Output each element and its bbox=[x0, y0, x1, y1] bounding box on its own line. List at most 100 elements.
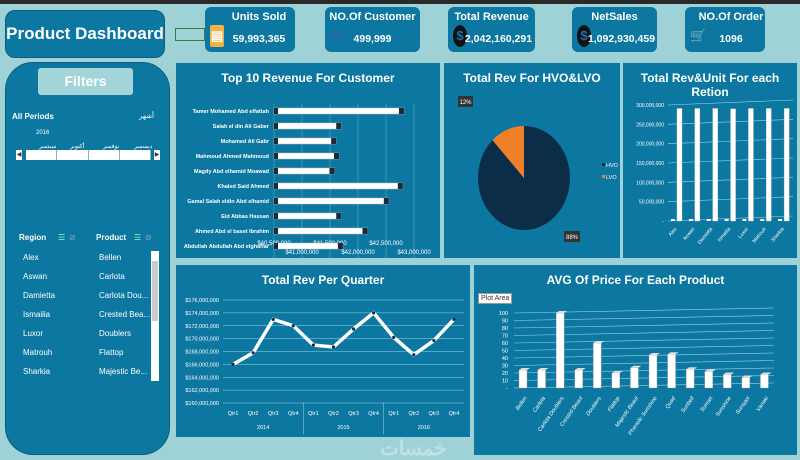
kpi-total-revenue: $ Total Revenue 2,042,160,291 bbox=[448, 7, 535, 52]
region-rev-unit-chart: Total Rev&Unit For each Retion - 50,000,0… bbox=[623, 63, 797, 258]
region-slicer-item[interactable]: Matrouh bbox=[23, 348, 53, 357]
product-slicer-item[interactable]: Carlota Dou... bbox=[99, 291, 149, 300]
timeline-month: أكتوبر bbox=[70, 144, 85, 150]
kpi-label: NetSales bbox=[591, 11, 638, 23]
data-point bbox=[432, 338, 436, 343]
bar-cap bbox=[274, 153, 278, 159]
region-slicer-item[interactable]: Damietta bbox=[23, 291, 56, 300]
gridline bbox=[513, 337, 775, 344]
timeline-scroll-right[interactable]: ▶ bbox=[154, 150, 160, 160]
chart-title: Top 10 Revenue For Customer bbox=[221, 71, 395, 85]
region-slicer-item[interactable]: Sharkia bbox=[23, 367, 51, 376]
gridline bbox=[513, 322, 775, 329]
bar bbox=[704, 371, 713, 389]
region-slicer-item[interactable]: Aswan bbox=[23, 272, 48, 281]
kpi-units-sold: ▤ Units Sold 59,993,365 bbox=[205, 7, 295, 52]
gridline bbox=[513, 307, 775, 314]
product-slicer-item[interactable]: Flattop bbox=[99, 348, 124, 357]
product-slicer-item[interactable]: Majestic Be... bbox=[99, 367, 148, 376]
bar-unit bbox=[724, 219, 729, 221]
region-slicer-item[interactable]: Ismailia bbox=[23, 310, 51, 319]
y-tick-label: $160,000,000 bbox=[185, 401, 219, 407]
bar bbox=[273, 197, 390, 205]
y-tick-label: $164,000,000 bbox=[185, 375, 219, 381]
bar-top bbox=[723, 372, 735, 375]
x-category-label: Sunbell bbox=[680, 395, 696, 414]
bar bbox=[611, 372, 621, 389]
x-tick-label: $43,000,000 bbox=[397, 250, 431, 256]
timeline-month: سبتمبر bbox=[39, 144, 57, 150]
bar bbox=[273, 242, 344, 250]
bar-top bbox=[686, 367, 698, 370]
product-slicer-item[interactable]: Crested Bea... bbox=[99, 310, 151, 319]
bar-unit bbox=[778, 219, 783, 221]
kpi-netsales: $ NetSales 1,092,930,459 bbox=[572, 7, 657, 52]
y-category-label: Abdullah Abdullah Abd elghaffar bbox=[184, 244, 270, 250]
filters-title: Filters bbox=[38, 68, 133, 95]
timeline-bar[interactable] bbox=[26, 150, 151, 160]
data-point bbox=[351, 327, 356, 331]
x-category-label: Luxor bbox=[737, 226, 750, 240]
bar-revenue bbox=[748, 108, 754, 222]
y-tick-label: 20 bbox=[502, 371, 508, 377]
chart-title: Total Rev Per Quarter bbox=[261, 273, 385, 287]
chart-title: Total Rev&Unit For each Retion bbox=[640, 71, 780, 99]
gridline bbox=[513, 345, 775, 351]
data-point bbox=[392, 335, 396, 339]
bar bbox=[273, 137, 337, 145]
gridline bbox=[513, 315, 775, 321]
kpi-label: Total Revenue bbox=[454, 11, 529, 23]
product-slicer-item[interactable]: Doublers bbox=[99, 329, 132, 338]
product-slicer-item[interactable]: Bellen bbox=[99, 253, 122, 262]
region-slicer-item[interactable]: Luxor bbox=[23, 329, 44, 338]
x-tick-label: Qtr4 bbox=[449, 411, 460, 417]
timeline-level-dropdown[interactable]: أشهر bbox=[139, 113, 154, 120]
region-slicer-item[interactable]: Alex bbox=[23, 253, 39, 262]
multi-select-icon[interactable]: ☰ bbox=[58, 233, 66, 242]
gridline bbox=[513, 382, 775, 389]
bar-cap bbox=[274, 123, 278, 129]
x-tick-label: Qtr2 bbox=[408, 411, 419, 417]
data-point bbox=[231, 362, 235, 366]
bar-top bbox=[519, 368, 530, 370]
y-tick-label: - bbox=[662, 219, 664, 225]
y-tick-label: 100,000,000 bbox=[636, 180, 664, 186]
x-category-label: Matrouh bbox=[751, 226, 768, 244]
bar bbox=[574, 369, 583, 389]
y-tick-label: 300,000,000 bbox=[636, 103, 664, 109]
gridline bbox=[513, 375, 775, 381]
data-point bbox=[251, 351, 255, 355]
clear-filter-icon[interactable]: ⊘ bbox=[145, 233, 152, 242]
data-label: 12% bbox=[459, 100, 472, 106]
bar bbox=[741, 377, 751, 389]
bar-unit bbox=[671, 219, 675, 221]
multi-select-icon[interactable]: ☰ bbox=[134, 233, 142, 242]
bar bbox=[273, 152, 340, 160]
y-tick-label: $174,000,000 bbox=[185, 311, 219, 317]
x-tick-label: Qtr1 bbox=[308, 411, 319, 417]
clear-filter-icon[interactable]: ⊘ bbox=[69, 233, 76, 242]
x-category-label: Sunset bbox=[700, 395, 715, 413]
bar-cap bbox=[397, 183, 403, 189]
x-category-label: Quad bbox=[665, 395, 678, 410]
timeline-scroll-left[interactable]: ◀ bbox=[16, 150, 22, 160]
product-scrollbar[interactable] bbox=[151, 251, 159, 381]
bar-cap bbox=[333, 153, 339, 159]
cart-icon: 🛒 bbox=[690, 28, 707, 43]
bar-cap bbox=[274, 108, 278, 114]
bar-top bbox=[537, 368, 549, 370]
y-tick-label: - bbox=[506, 386, 508, 392]
bar-top bbox=[556, 311, 568, 313]
dollar-icon: $ bbox=[577, 25, 591, 47]
bar bbox=[518, 369, 528, 389]
bar bbox=[273, 122, 342, 130]
y-category-label: Magdy Abd elhamid Moawad bbox=[194, 169, 269, 175]
product-slicer-item[interactable]: Carlota bbox=[99, 272, 125, 281]
data-point bbox=[331, 345, 336, 349]
x-tick-label: Qtr3 bbox=[268, 411, 279, 417]
avg-price-product-chart: AVG Of Price For Each Product -10 20 30 40 5… bbox=[474, 265, 797, 455]
y-tick-label: 150,000,000 bbox=[636, 161, 664, 167]
data-point bbox=[452, 317, 456, 321]
data-point bbox=[412, 353, 416, 357]
x-tick-label: $42,500,000 bbox=[369, 241, 403, 247]
